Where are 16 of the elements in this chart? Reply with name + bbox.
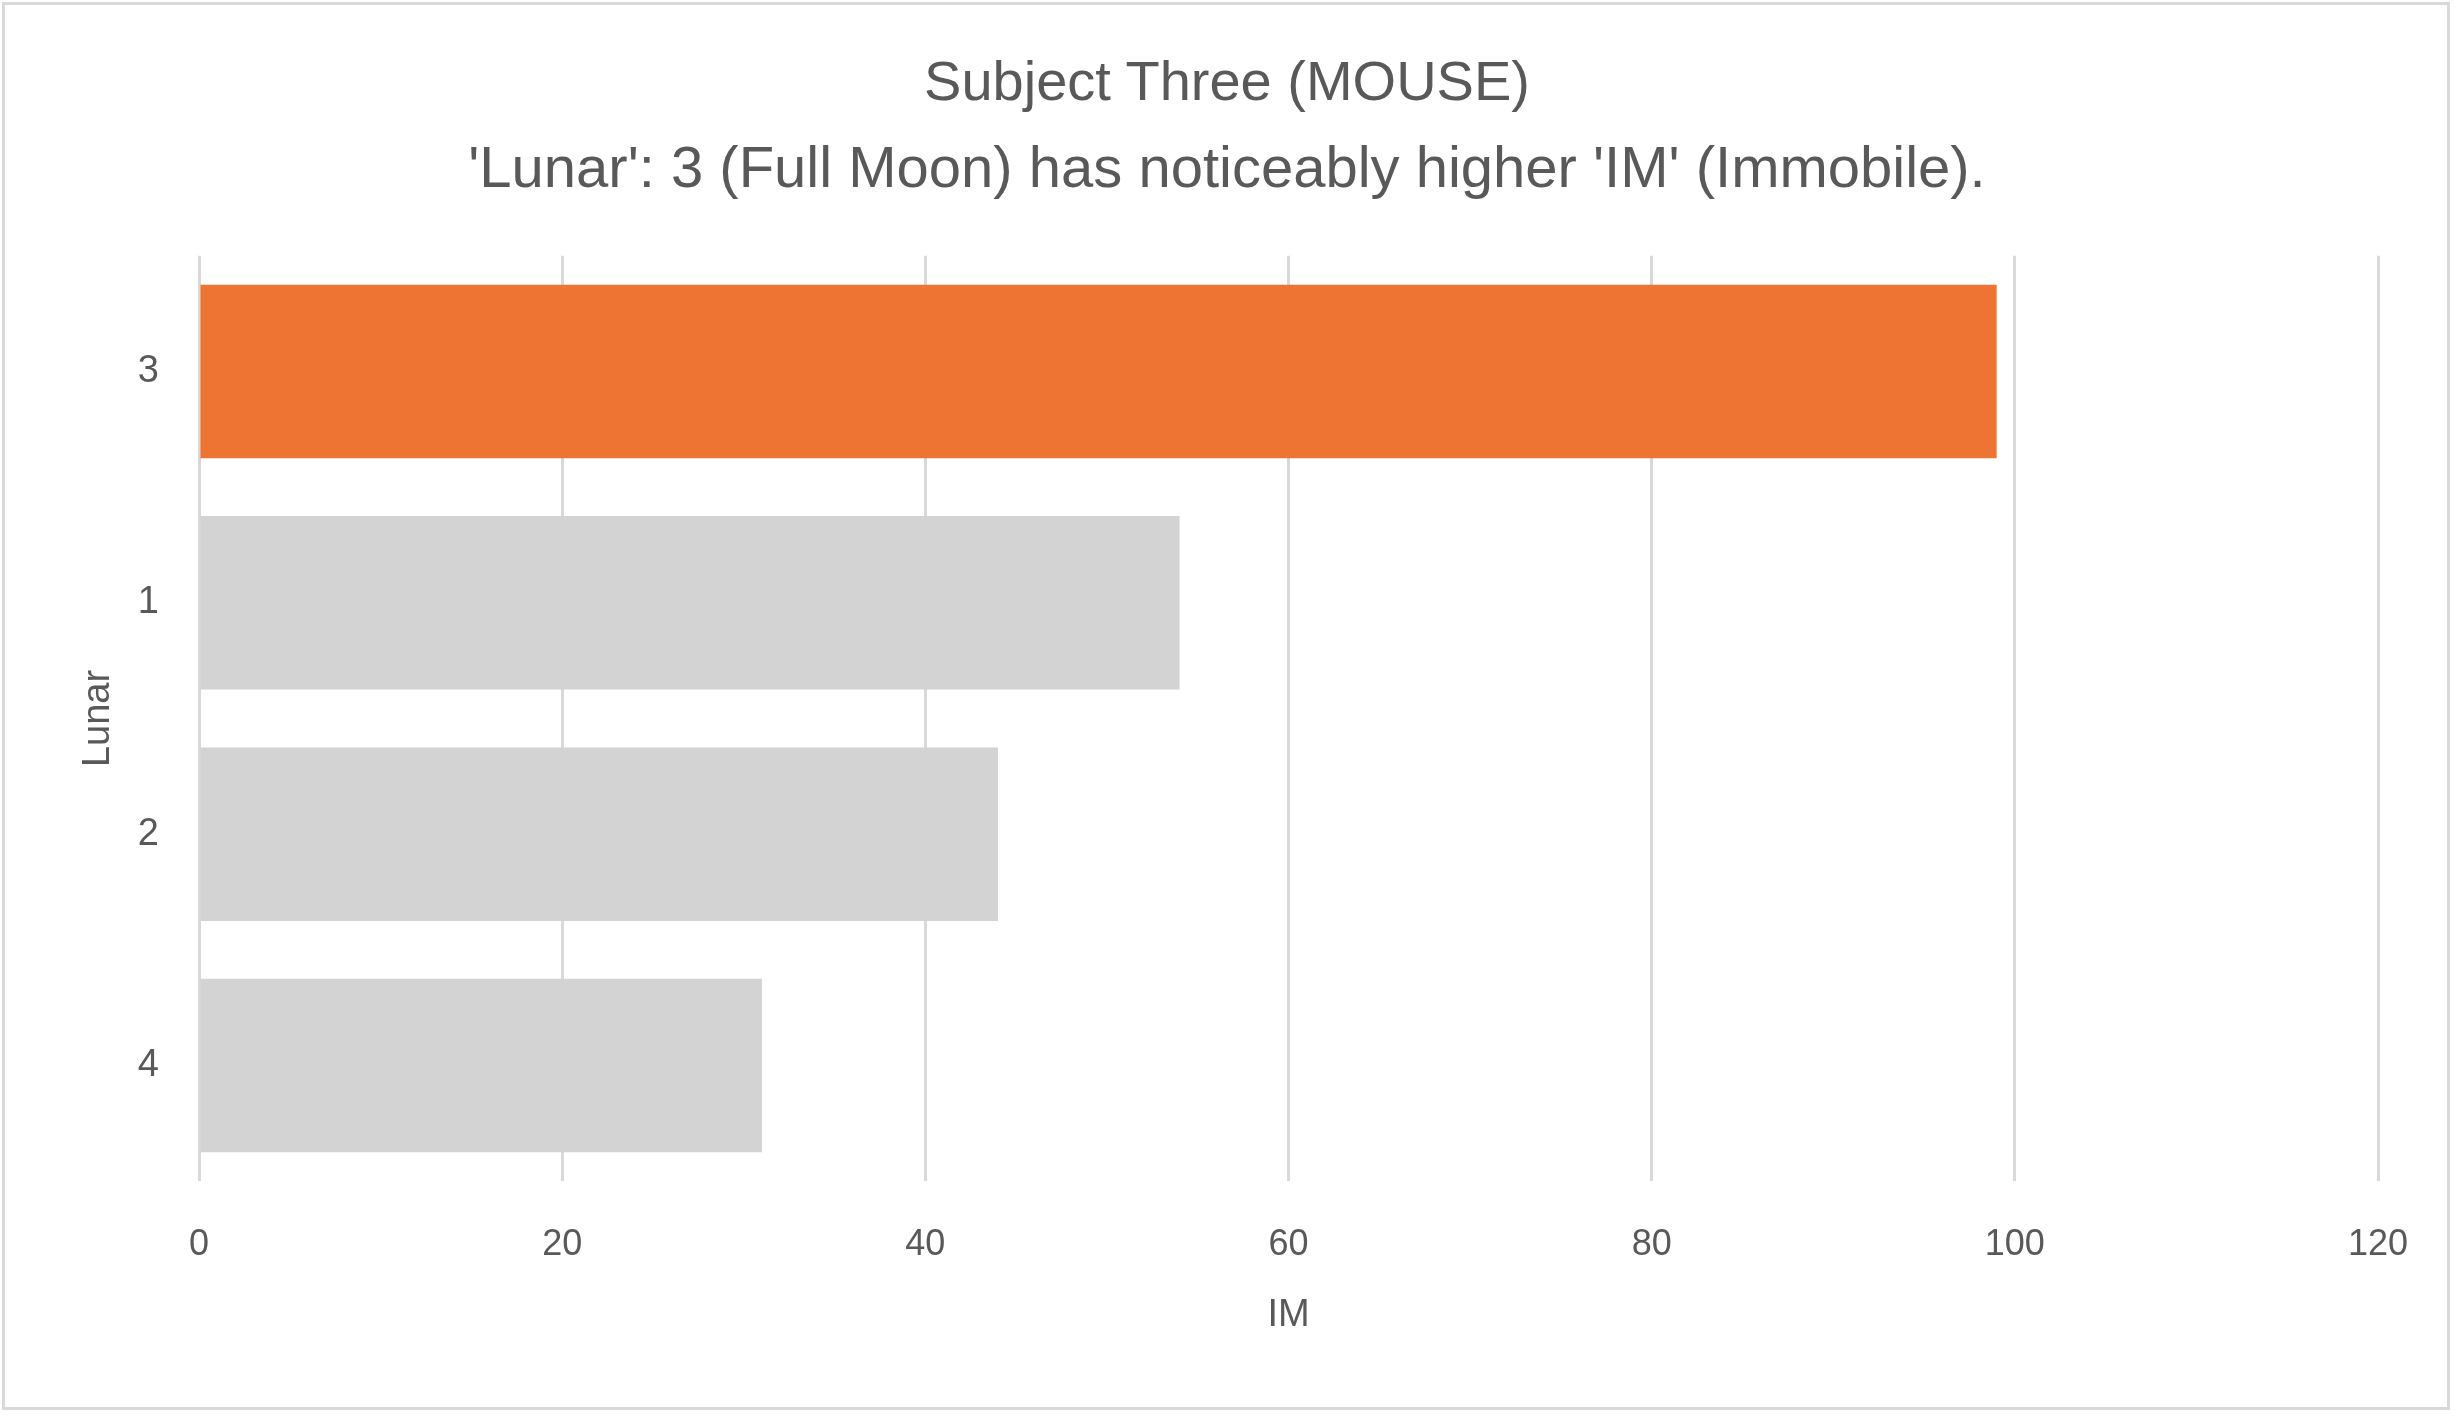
y-axis-title: Lunar (75, 669, 118, 768)
y-tick-label: 4 (137, 1042, 159, 1085)
x-tick-label: 0 (188, 1221, 210, 1263)
y-tick-label: 3 (137, 347, 159, 390)
x-tick-label: 60 (1268, 1221, 1309, 1263)
x-tick-label: 40 (905, 1221, 946, 1263)
x-tick-label: 100 (1984, 1221, 2045, 1263)
chart-subtitle: 'Lunar': 3 (Full Moon) has noticeably higher 'IM' (Immobile). (468, 134, 1986, 199)
x-tick-label: 120 (2347, 1221, 2409, 1263)
chart-title: Subject Three (MOUSE) (924, 49, 1530, 113)
y-tick-label: 2 (137, 810, 159, 853)
x-tick-label: 80 (1631, 1221, 1672, 1263)
bar (200, 284, 1997, 459)
x-tick-label: 20 (542, 1221, 583, 1263)
y-tick-label: 1 (137, 579, 159, 622)
x-axis-title: IM (1267, 1291, 1310, 1334)
